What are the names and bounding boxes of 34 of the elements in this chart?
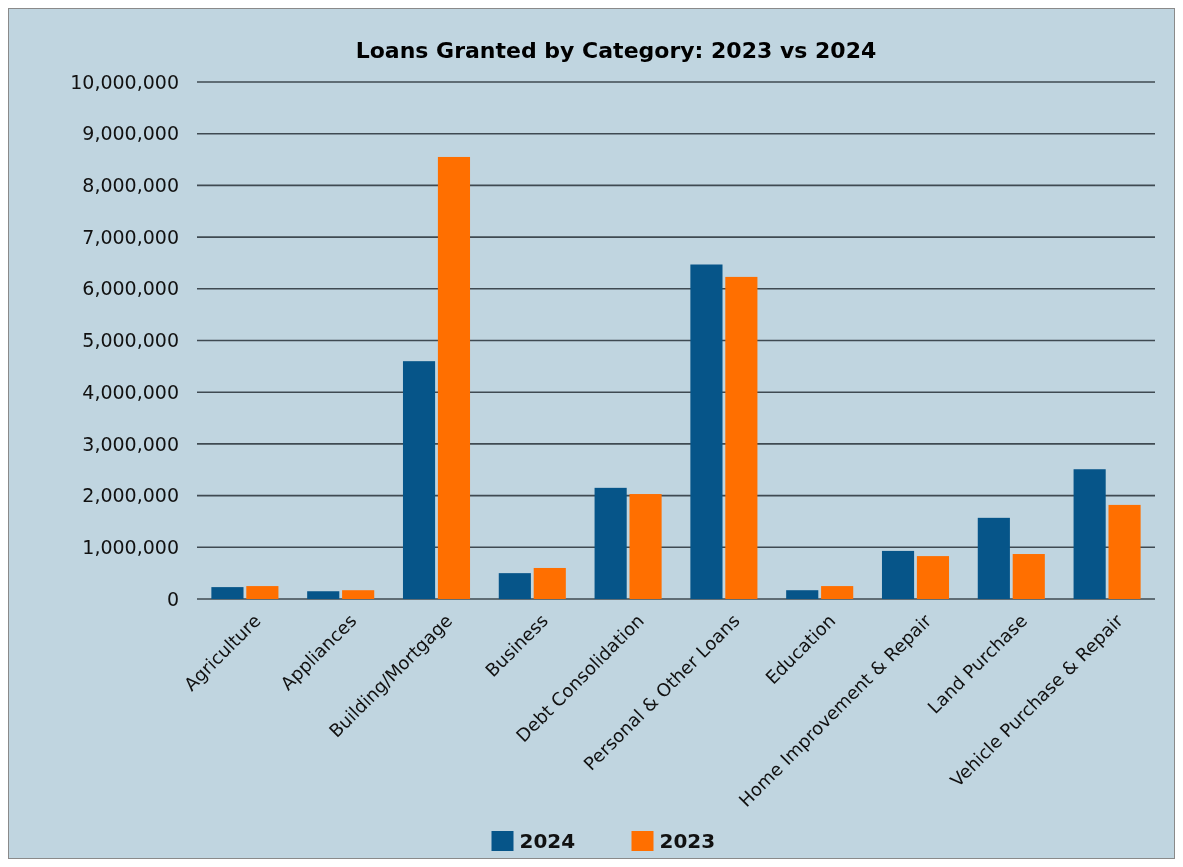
y-tick-label: 2,000,000	[82, 484, 179, 507]
bar	[916, 556, 950, 599]
y-tick-label: 4,000,000	[82, 380, 179, 403]
bar	[1012, 554, 1045, 599]
legend-label: 2024	[519, 829, 576, 853]
y-tick-label: 7,000,000	[82, 225, 179, 248]
bar	[437, 156, 471, 599]
chart-title: Loans Granted by Category: 2023 vs 2024	[355, 38, 877, 63]
bar	[786, 590, 819, 599]
y-tick-label: 10,000,000	[70, 70, 179, 93]
legend-label: 2023	[659, 829, 716, 853]
y-tick-label: 3,000,000	[82, 432, 179, 455]
y-tick-label: 1,000,000	[82, 535, 179, 558]
bar	[821, 586, 854, 599]
y-tick-label: 0	[166, 587, 179, 610]
bar	[1073, 469, 1106, 599]
bar	[594, 487, 627, 599]
bar	[881, 550, 915, 599]
bar	[211, 587, 244, 599]
bar	[629, 494, 662, 599]
bar	[342, 590, 375, 599]
y-tick-label: 6,000,000	[82, 277, 179, 300]
y-tick-label: 9,000,000	[82, 122, 179, 145]
bar	[402, 361, 436, 599]
bar	[690, 264, 723, 599]
y-tick-label: 8,000,000	[82, 174, 179, 197]
bar	[725, 276, 758, 599]
bar	[307, 591, 340, 599]
bar	[977, 517, 1010, 599]
bar	[1108, 504, 1141, 599]
y-tick-label: 5,000,000	[82, 329, 179, 352]
bar	[533, 567, 566, 599]
bar	[498, 573, 531, 599]
bar	[246, 586, 279, 599]
